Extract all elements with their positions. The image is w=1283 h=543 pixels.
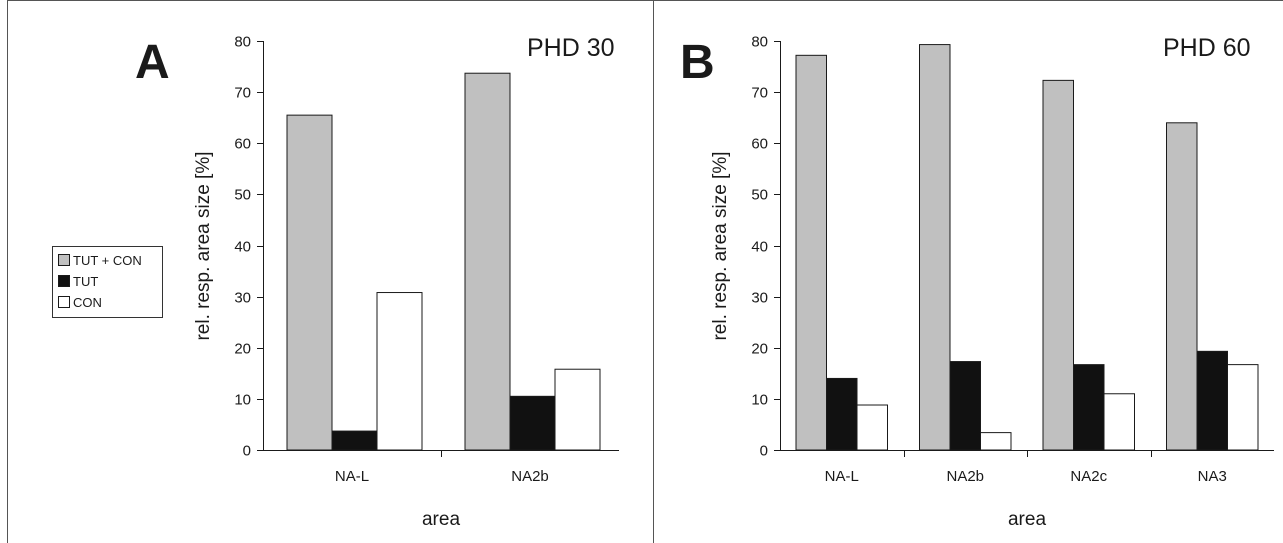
- chart-a-x-tick-label-na-l: NA-L: [335, 468, 369, 485]
- chart-b-title: PHD 60: [1163, 34, 1251, 62]
- chart-b-bar-tut-con-na3: [1166, 122, 1198, 451]
- chart-b-x-tick-label-na-l: NA-L: [825, 468, 859, 485]
- chart-b-y-tick-label: 30: [751, 290, 768, 307]
- chart-b: B PHD 60 rel. resp. area size [%] area 0…: [680, 34, 1274, 530]
- legend-item-con: CON: [58, 295, 102, 310]
- chart-b-bar-tut-na2b: [949, 361, 981, 451]
- chart-a-bar-con-na2b: [554, 368, 601, 451]
- chart-b-bar-tut-con-na-l: [795, 54, 827, 451]
- chart-b-x-tick-label-na2b: NA2b: [946, 468, 984, 485]
- chart-a-x-tick-label-na2b: NA2b: [511, 468, 549, 485]
- chart-a-y-tick-label: 20: [234, 341, 251, 358]
- chart-b-y-tick-label: 10: [751, 392, 768, 409]
- chart-a-y-tick-label: 50: [234, 187, 251, 204]
- chart-b-y-tick-label: 80: [751, 34, 768, 51]
- legend-item-tut: TUT: [58, 274, 98, 289]
- chart-a-x-axis-title: area: [422, 509, 460, 530]
- chart-b-x-tick-label-na3: NA3: [1198, 468, 1227, 485]
- chart-a-panel-letter: A: [135, 36, 170, 89]
- legend-swatch-con: [58, 296, 70, 308]
- chart-a-bar-tut-na2b: [509, 395, 556, 451]
- legend-box: [52, 246, 163, 318]
- chart-a-bar-tut-con-na-l: [286, 114, 333, 451]
- chart-a-y-tick-label: 80: [234, 34, 251, 51]
- chart-b-y-tick-label: 40: [751, 239, 768, 256]
- chart-a-bar-tut-con-na2b: [464, 72, 511, 451]
- chart-b-x-tick-label-na2c: NA2c: [1070, 468, 1107, 485]
- legend-swatch-tut: [58, 275, 70, 287]
- legend: TUT + CON TUT CON: [52, 246, 163, 318]
- chart-a-y-tick-label: 60: [234, 136, 251, 153]
- chart-b-bar-tut-con-na2b: [919, 44, 951, 451]
- legend-label-con: CON: [73, 295, 102, 310]
- chart-b-y-tick-label: 20: [751, 341, 768, 358]
- chart-b-bar-con-na3: [1227, 364, 1259, 451]
- legend-label-tut: TUT: [73, 274, 98, 289]
- chart-b-bar-tut-con-na2c: [1042, 79, 1074, 451]
- chart-a-y-tick-label: 30: [234, 290, 251, 307]
- chart-a-plot: 0 10 20 30 40 50 60 70 80 NA-L NA2b: [234, 34, 619, 485]
- chart-b-bar-con-na-l: [856, 404, 888, 451]
- chart-a-y-tick-label: 70: [234, 85, 251, 102]
- chart-a-y-tick-label: 10: [234, 392, 251, 409]
- chart-b-x-axis-title: area: [1008, 509, 1046, 530]
- chart-a-bar-con-na-l: [376, 292, 423, 451]
- chart-a: A PHD 30 rel. resp. area size [%] area 0…: [135, 34, 619, 530]
- legend-swatch-tut-con: [58, 254, 70, 266]
- chart-b-bar-tut-na-l: [826, 377, 858, 451]
- chart-b-y-tick-label: 0: [760, 443, 768, 460]
- chart-a-y-axis-title: rel. resp. area size [%]: [193, 151, 214, 340]
- chart-b-y-axis-title: rel. resp. area size [%]: [710, 151, 731, 340]
- chart-a-title: PHD 30: [527, 34, 615, 62]
- chart-b-bar-con-na2b: [980, 432, 1012, 451]
- chart-a-y-tick-label: 40: [234, 239, 251, 256]
- chart-a-y-tick-label: 0: [243, 443, 251, 460]
- legend-label-tut-con: TUT + CON: [73, 253, 142, 268]
- chart-b-y-tick-label: 50: [751, 187, 768, 204]
- chart-b-bar-con-na2c: [1103, 393, 1135, 451]
- chart-b-y-tick-label: 70: [751, 85, 768, 102]
- legend-item-tut-con: TUT + CON: [58, 253, 142, 268]
- chart-b-y-tick-label: 60: [751, 136, 768, 153]
- chart-b-bar-tut-na3: [1196, 350, 1228, 451]
- chart-a-bar-tut-na-l: [331, 430, 378, 451]
- chart-b-bar-tut-na2c: [1073, 364, 1105, 451]
- chart-b-panel-letter: B: [680, 36, 715, 89]
- chart-b-plot: 0 10 20 30 40 50 60 70 80 NA-L NA2b NA2c NA3: [751, 34, 1274, 485]
